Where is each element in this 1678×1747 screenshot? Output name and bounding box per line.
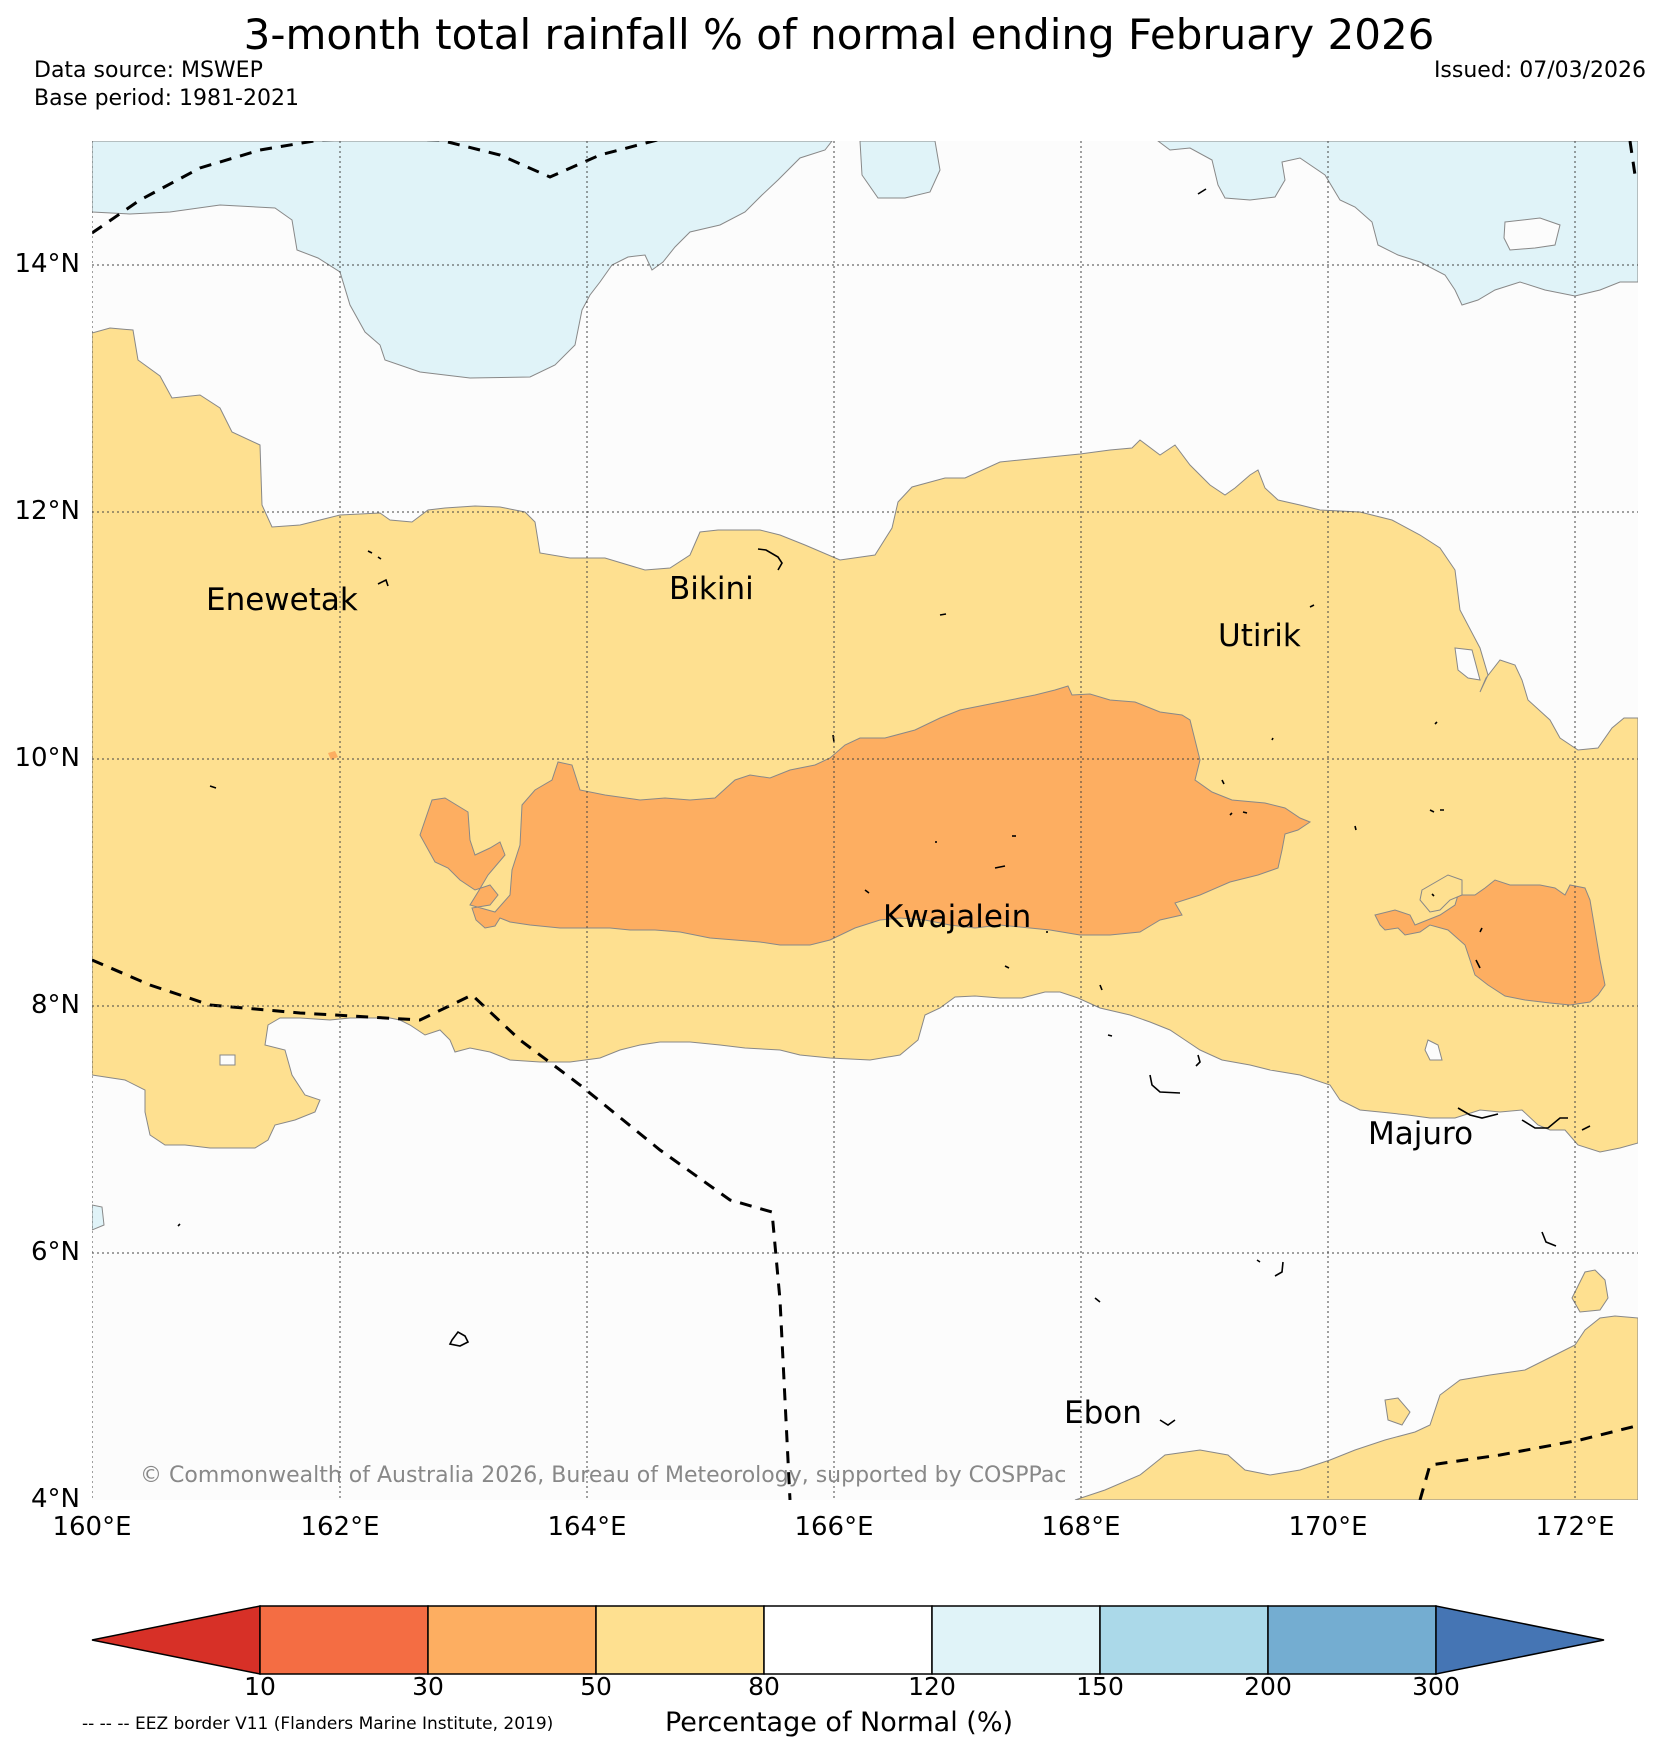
colorbar-label: Percentage of Normal (%) <box>664 1707 1014 1738</box>
region-white-hole-ne <box>1503 217 1561 251</box>
place-label-majuro: Majuro <box>1368 1116 1474 1152</box>
place-label-bikini: Bikini <box>669 571 754 607</box>
place-label-kwajalein: Kwajalein <box>883 899 1032 935</box>
region-50-80-se-spot-2 <box>1384 1397 1411 1426</box>
region-120-150-north <box>92 141 833 379</box>
lon-tick: 162°E <box>300 1512 380 1542</box>
lon-tick: 172°E <box>1535 1512 1615 1542</box>
colorbar-bin-50-80 <box>595 1605 765 1675</box>
atoll-outlines <box>177 188 1591 1426</box>
colorbar-extend-high <box>1435 1605 1605 1675</box>
region-120-150-west <box>92 1204 105 1231</box>
graticule <box>92 141 1638 1500</box>
lat-tick: 12°N <box>14 496 80 526</box>
colorbar-bin-120-150 <box>931 1605 1101 1675</box>
lon-tick: 160°E <box>52 1512 132 1542</box>
colorbar <box>91 1605 1605 1675</box>
colorbar-tick: 30 <box>412 1672 444 1701</box>
place-label-utirik: Utirik <box>1218 618 1301 654</box>
map-canvas <box>92 141 1638 1500</box>
region-white-hole-e <box>1454 647 1481 681</box>
lat-tick: 14°N <box>14 249 80 279</box>
region-50-80-south <box>1074 1315 1638 1500</box>
colorbar-tick: 300 <box>1412 1672 1460 1701</box>
region-30-50-central <box>419 685 1312 946</box>
colorbar-extend-low <box>91 1605 261 1675</box>
lon-tick: 168°E <box>1041 1512 1121 1542</box>
region-white-hole-e2 <box>1424 1039 1443 1061</box>
colorbar-bin-30-50 <box>427 1605 597 1675</box>
map-metadata: Data source: MSWEP Base period: 1981-202… <box>34 57 299 113</box>
place-label-ebon: Ebon <box>1064 1395 1142 1431</box>
colorbar-tick: 120 <box>908 1672 956 1701</box>
region-120-150-north-2 <box>859 141 941 199</box>
lat-tick: 4°N <box>31 1484 80 1514</box>
colorbar-bin-150-200 <box>1099 1605 1269 1675</box>
lat-tick: 8°N <box>31 990 80 1020</box>
eez-legend-note: -- -- -- EEZ border V11 (Flanders Marine… <box>82 1714 554 1734</box>
issued-date: Issued: 07/03/2026 <box>1433 58 1646 83</box>
colorbar-tick: 150 <box>1076 1672 1124 1701</box>
region-30-50-east-hole <box>1419 874 1463 913</box>
colorbar-tick: 200 <box>1244 1672 1292 1701</box>
colorbar-tick: 80 <box>748 1672 780 1701</box>
colorbar-tick: 10 <box>244 1672 276 1701</box>
copyright-text: © Commonwealth of Australia 2026, Bureau… <box>140 1463 1067 1488</box>
region-white-hole-w <box>219 1054 236 1066</box>
region-50-80-se-spot <box>1571 1269 1609 1313</box>
place-label-enewetak: Enewetak <box>206 582 358 618</box>
lon-tick: 166°E <box>794 1512 874 1542</box>
eez-borders <box>92 141 1638 1500</box>
lat-tick: 6°N <box>31 1237 80 1267</box>
map-title: 3-month total rainfall % of normal endin… <box>243 10 1435 59</box>
colorbar-bin-10-30 <box>259 1605 429 1675</box>
region-30-50-spot <box>328 751 338 760</box>
data-source-text: Data source: MSWEP <box>34 58 263 83</box>
colorbar-bin-80-120 <box>763 1605 933 1675</box>
lon-tick: 170°E <box>1288 1512 1368 1542</box>
base-period-text: Base period: 1981-2021 <box>34 86 299 111</box>
colorbar-bin-200-300 <box>1267 1605 1437 1675</box>
lat-tick: 10°N <box>14 743 80 773</box>
lon-tick: 164°E <box>547 1512 627 1542</box>
colorbar-tick: 50 <box>580 1672 612 1701</box>
